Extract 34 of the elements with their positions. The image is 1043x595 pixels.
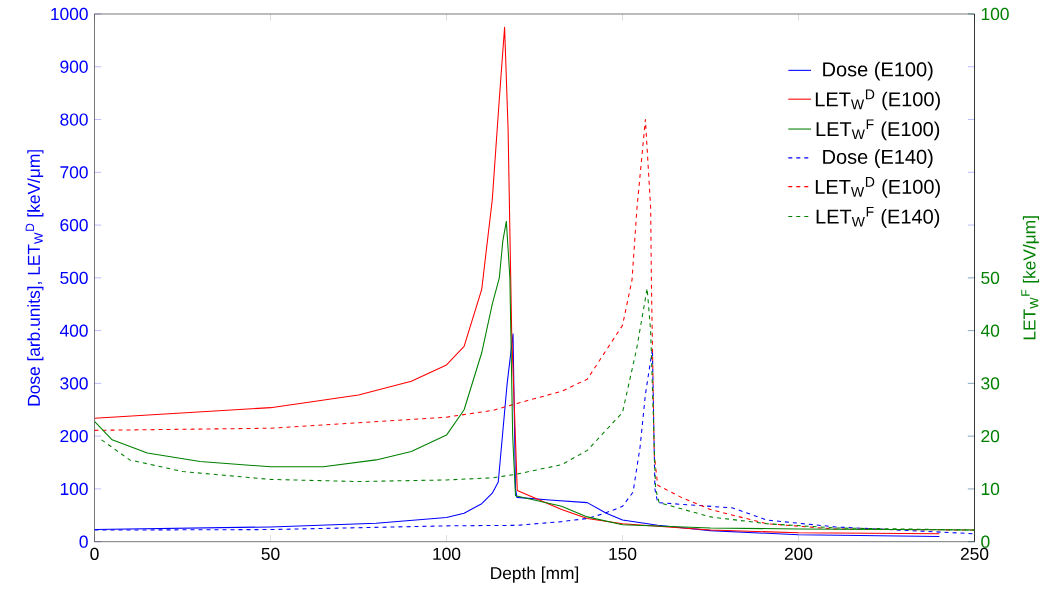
x-tick-label: 50 [261,547,280,561]
y-tick-label: 0 [79,535,88,548]
y2-tick-label: 0 [981,535,990,548]
y-tick-label: 700 [60,166,88,179]
legend-label: LET$_{W}$$^{D}$ (E100) [815,177,940,198]
x-tick-label: 0 [90,547,99,561]
legend-label: LET$_{W}$$^{F}$ (E140) [816,206,940,228]
y-tick-label: 400 [59,324,88,337]
y2-tick-label: 20 [981,430,1000,443]
x-tick-label: 150 [609,547,637,561]
x-tick-label: 100 [433,547,461,561]
y2-tick-label: 40 [980,324,1000,337]
legend-label: Dose (E140) [823,149,933,168]
y-tick-label: 600 [60,218,88,232]
x-tick-label: 250 [960,547,989,561]
y-tick-label: 1000 [51,7,88,21]
y2-tick-label: 30 [981,377,1000,390]
legend-label: LET$_{W}$$^{F}$ (E100) [816,119,940,141]
y2-tick-label: 100 [981,7,1009,21]
y-tick-label: 300 [60,377,88,390]
line-series [94,26,940,535]
y2-axis-title: LET$_{W}$$^{F}$ [keV/μm] [1021,216,1040,340]
y2-tick-label: 50 [981,271,1000,284]
y2-tick-label: 10 [981,482,1000,496]
y-tick-label: 100 [60,482,88,496]
legend-label: LET$_{W}$$^{D}$ (E100) [815,89,940,111]
y-axis-title: Dose [arb.units], LET$_{W}$$^{D}$ [keV/μm] [25,150,44,406]
y-tick-label: 900 [60,60,88,73]
y-tick-label: 800 [60,113,88,126]
x-tick-label: 200 [784,547,813,561]
x-axis-title: Depth [mm] [491,566,579,583]
y-tick-label: 500 [60,271,88,284]
legend-label: Dose (E100) [823,61,933,81]
y-tick-label: 200 [60,430,88,443]
